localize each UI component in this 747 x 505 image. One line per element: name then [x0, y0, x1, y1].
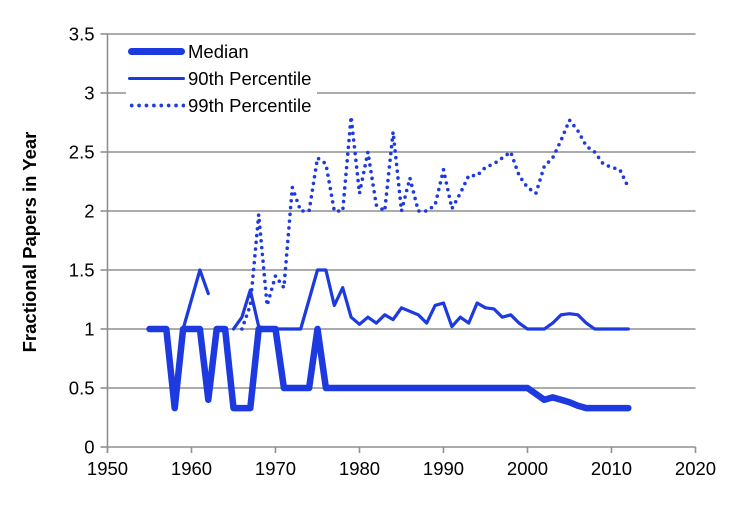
x-tick-label: 2010: [591, 458, 632, 479]
legend: Median 90th Percentile 99th Percentile: [126, 36, 318, 121]
y-tick-labels: 0 0.5 1 1.5 2 2.5 3 3.5: [69, 23, 95, 457]
legend-label-99th-percentile: 99th Percentile: [188, 94, 312, 116]
y-tick-label: 1.5: [69, 259, 95, 280]
x-tick-label: 1960: [171, 458, 212, 479]
x-tick-label: 1950: [87, 458, 128, 479]
legend-label-90th-percentile: 90th Percentile: [188, 67, 312, 89]
median-line-sample-icon: [128, 48, 185, 55]
x-tick-label: 1990: [423, 458, 464, 479]
axes: [100, 33, 697, 453]
legend-label-median: Median: [188, 40, 249, 62]
x-tick-label: 1980: [339, 458, 380, 479]
p90-line-sample-icon: [128, 76, 185, 81]
legend-item-90th-percentile: 90th Percentile: [128, 65, 311, 92]
legend-item-99th-percentile: 99th Percentile: [128, 92, 311, 119]
y-axis-title: Fractional Papers in Year: [19, 131, 40, 353]
y-tick-label: 1: [84, 318, 94, 339]
x-tick-labels: 1950 1960 1970 1980 1990 2000 2010 2020: [87, 458, 716, 479]
y-tick-label: 0: [84, 436, 94, 457]
y-tick-label: 3.5: [69, 23, 95, 44]
x-tick-label: 2000: [507, 458, 548, 479]
legend-item-median: Median: [128, 38, 311, 65]
x-tick-label: 1970: [255, 458, 296, 479]
y-tick-label: 2: [84, 200, 94, 221]
x-tick-label: 2020: [675, 458, 716, 479]
p99-line-sample-icon: [128, 103, 185, 108]
y-tick-label: 2.5: [69, 141, 95, 162]
y-tick-label: 3: [84, 82, 94, 103]
y-tick-label: 0.5: [69, 377, 95, 398]
series-line-median: [146, 325, 632, 412]
series-line-99th-percentile: [240, 114, 631, 331]
